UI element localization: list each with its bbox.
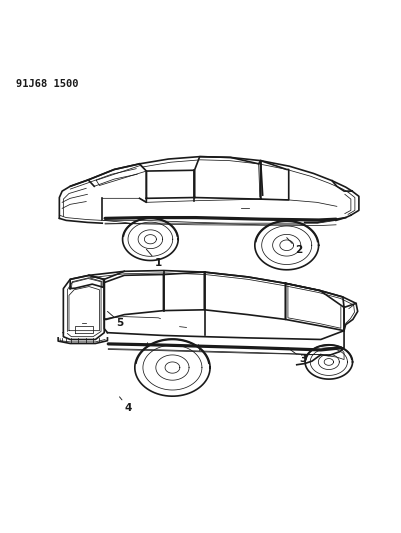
Text: 91J68 1500: 91J68 1500 — [16, 79, 79, 89]
Text: 5: 5 — [107, 311, 124, 328]
Text: 3: 3 — [288, 348, 306, 364]
Text: 1: 1 — [146, 249, 162, 268]
Text: 4: 4 — [119, 397, 132, 413]
Text: 2: 2 — [287, 238, 302, 255]
